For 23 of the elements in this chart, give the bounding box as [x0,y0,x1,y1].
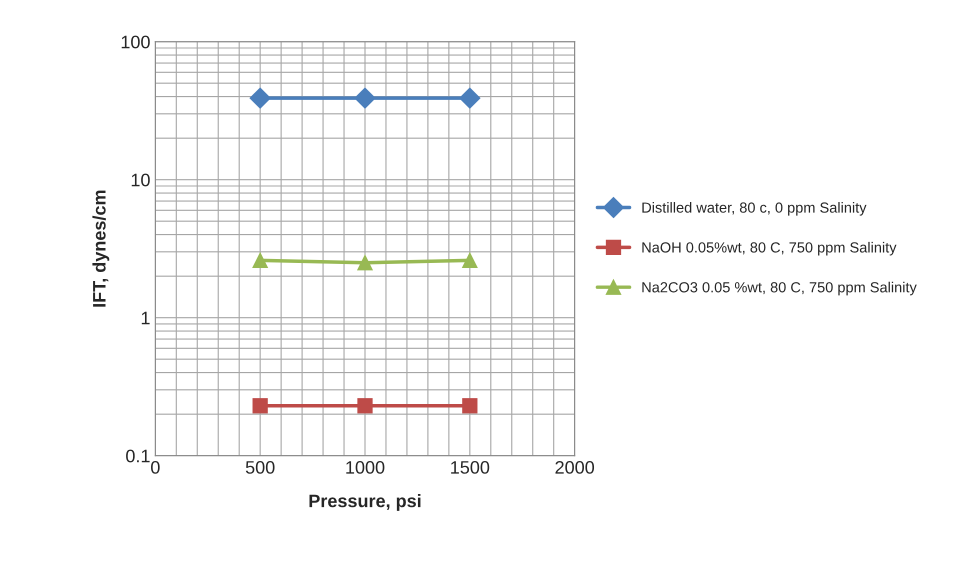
x-tick-label: 1000 [346,461,384,474]
legend-label: Distilled water, 80 c, 0 ppm Salinity [642,202,866,216]
point [357,255,373,270]
y-axis-title: IFT, dynes/cm [92,190,110,307]
point [252,398,268,414]
x-tick-label: 0 [151,461,160,474]
point [250,88,271,109]
x-tick-label: 2000 [555,461,594,474]
y-tick-label: 0.1 [126,450,150,462]
y-tick-label: 1 [142,312,150,324]
legend-label: Na2CO3 0.05 %wt, 80 C, 750 ppm Salinity [642,282,917,296]
y-tick-label: 100 [122,36,150,48]
legend-label: NaOH 0.05%wt, 80 C, 750 ppm Salinity [642,242,896,256]
point [252,252,268,268]
point [459,88,480,109]
x-tick-label: 500 [246,461,275,474]
x-tick-label: 1500 [451,461,490,474]
point [354,88,376,109]
y-tick-label: 10 [132,174,150,186]
x-axis-title: Pressure, psi [310,494,420,511]
point [462,398,478,414]
point [357,398,373,414]
point [462,252,478,268]
